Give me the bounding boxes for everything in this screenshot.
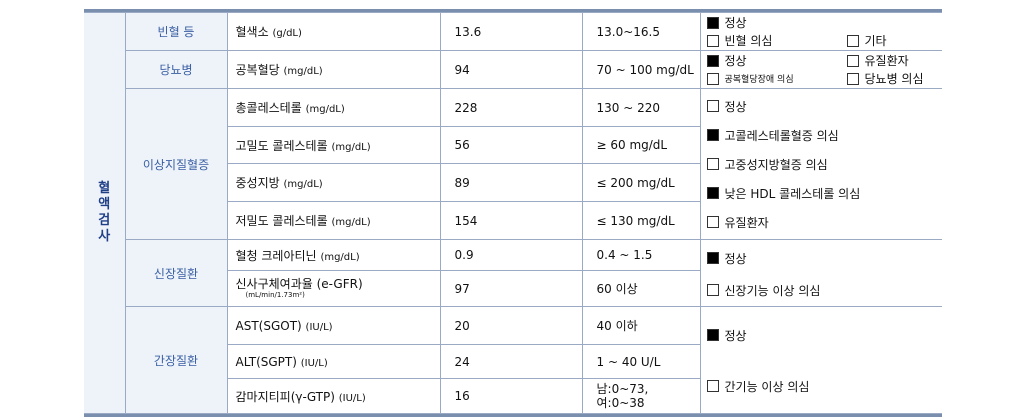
option-anemia-normal[interactable]: 정상 <box>706 14 943 32</box>
result-dyslipidemia: 정상 고콜레스테롤혈증 의심 고중성지방혈증 의심 낮은 HDL 콜레스테롤 의… <box>699 88 943 241</box>
value-hdl: 56 <box>439 126 583 165</box>
range-egfr: 60 이상 <box>581 269 701 308</box>
checkbox-icon[interactable] <box>706 380 719 393</box>
result-liver: 정상 간기능 이상 의심 <box>699 306 943 414</box>
checkbox-icon[interactable] <box>706 54 719 67</box>
checkbox-icon[interactable] <box>706 16 719 29</box>
option-hypercholesterolemia[interactable]: 고콜레스테롤혈증 의심 <box>706 121 943 150</box>
range-hdl: ≥ 60 mg/dL <box>581 126 701 165</box>
row-creatinine: 신장질환 혈청 크레아티닌 (mg/dL) 0.9 0.4 ~ 1.5 정상 신… <box>84 239 942 308</box>
result-kidney: 정상 신장기능 이상 의심 <box>699 239 943 308</box>
item-creatinine: 혈청 크레아티닌 (mg/dL) <box>226 239 441 271</box>
row-total-cholesterol: 이상지질혈증 총콜레스테롤 (mg/dL) 228 130 ~ 220 정상 고… <box>84 88 942 241</box>
checkbox-icon[interactable] <box>706 34 719 47</box>
row-triglyceride: 중성지방 (mg/dL) 89 ≤ 200 mg/dL <box>84 163 942 203</box>
range-fasting-glucose: 70 ~ 100 mg/dL <box>581 50 701 90</box>
item-total-cholesterol: 총콜레스테롤 (mg/dL) <box>226 88 441 128</box>
range-ldl: ≤ 130 mg/dL <box>581 201 701 241</box>
result-anemia: 정상 빈혈 의심 기타 <box>699 11 943 52</box>
checkbox-icon[interactable] <box>706 72 719 85</box>
option-kidney-normal[interactable]: 정상 <box>706 241 943 275</box>
result-diabetes: 정상 유질환자 공복혈당장애 의심 당뇨병 의심 <box>699 50 943 90</box>
range-ggt: 남:0~73, 여:0~38 <box>581 378 701 414</box>
option-kidney-abnormal[interactable]: 신장기능 이상 의심 <box>706 275 943 305</box>
value-ast: 20 <box>439 306 583 346</box>
option-anemia-other[interactable]: 기타 <box>846 32 943 50</box>
value-alt: 24 <box>439 344 583 380</box>
checkbox-icon[interactable] <box>706 129 719 142</box>
row-alt: ALT(SGPT) (IU/L) 24 1 ~ 40 U/L <box>84 344 942 380</box>
option-dyslipidemia-patient[interactable]: 유질환자 <box>706 208 943 237</box>
option-hypertriglyceridemia[interactable]: 고중성지방혈증 의심 <box>706 150 943 179</box>
range-total-cholesterol: 130 ~ 220 <box>581 88 701 128</box>
value-total-cholesterol: 228 <box>439 88 583 128</box>
item-ast: AST(SGOT) (IU/L) <box>226 306 441 346</box>
value-fasting-glucose: 94 <box>439 50 583 90</box>
option-liver-abnormal[interactable]: 간기능 이상 의심 <box>706 361 943 411</box>
item-hdl: 고밀도 콜레스테롤 (mg/dL) <box>226 126 441 165</box>
category-kidney: 신장질환 <box>124 239 228 308</box>
option-impaired-fasting-glucose[interactable]: 공복혈당장애 의심 <box>706 70 847 88</box>
row-egfr: 신사구체여과율 (e-GFR) (mL/min/1.73m²) 97 60 이상 <box>84 269 942 308</box>
option-anemia-suspected[interactable]: 빈혈 의심 <box>706 32 847 50</box>
category-liver: 간장질환 <box>124 306 228 414</box>
item-ggt: 감마지티피(γ-GTP) (IU/L) <box>226 378 441 414</box>
checkbox-icon[interactable] <box>706 216 719 229</box>
category-anemia: 빈혈 등 <box>124 11 228 52</box>
checkbox-icon[interactable] <box>846 54 859 67</box>
item-ldl: 저밀도 콜레스테롤 (mg/dL) <box>226 201 441 241</box>
item-triglyceride: 중성지방 (mg/dL) <box>226 163 441 203</box>
checkbox-icon[interactable] <box>706 158 719 171</box>
range-hemoglobin: 13.0~16.5 <box>581 11 701 52</box>
value-ggt: 16 <box>439 378 583 414</box>
option-low-hdl[interactable]: 낮은 HDL 콜레스테롤 의심 <box>706 179 943 208</box>
option-diabetes-patient[interactable]: 유질환자 <box>846 52 943 70</box>
option-liver-normal[interactable]: 정상 <box>706 309 943 361</box>
item-fasting-glucose: 공복혈당 (mg/dL) <box>226 50 441 90</box>
row-diabetes: 당뇨병 공복혈당 (mg/dL) 94 70 ~ 100 mg/dL 정상 유질… <box>84 50 943 90</box>
option-diabetes-normal[interactable]: 정상 <box>706 52 847 70</box>
range-alt: 1 ~ 40 U/L <box>581 344 701 380</box>
item-hemoglobin: 혈색소 (g/dL) <box>226 11 441 52</box>
item-egfr: 신사구체여과율 (e-GFR) (mL/min/1.73m²) <box>226 269 441 308</box>
range-creatinine: 0.4 ~ 1.5 <box>581 239 701 271</box>
value-ldl: 154 <box>439 201 583 241</box>
value-hemoglobin: 13.6 <box>439 11 583 52</box>
checkbox-icon[interactable] <box>706 329 719 342</box>
checkbox-icon[interactable] <box>706 187 719 200</box>
checkbox-icon[interactable] <box>846 72 859 85</box>
value-egfr: 97 <box>439 269 583 308</box>
checkbox-icon[interactable] <box>706 284 719 297</box>
option-diabetes-suspected[interactable]: 당뇨병 의심 <box>846 70 943 88</box>
option-dyslipidemia-normal[interactable]: 정상 <box>706 92 943 121</box>
category-dyslipidemia: 이상지질혈증 <box>124 88 228 241</box>
row-hdl: 고밀도 콜레스테롤 (mg/dL) 56 ≥ 60 mg/dL <box>84 126 942 165</box>
checkbox-icon[interactable] <box>846 34 859 47</box>
row-ldl: 저밀도 콜레스테롤 (mg/dL) 154 ≤ 130 mg/dL <box>84 201 942 241</box>
value-creatinine: 0.9 <box>439 239 583 271</box>
row-ggt: 감마지티피(γ-GTP) (IU/L) 16 남:0~73, 여:0~38 <box>84 378 942 414</box>
category-diabetes: 당뇨병 <box>124 50 228 90</box>
range-triglyceride: ≤ 200 mg/dL <box>581 163 701 203</box>
item-alt: ALT(SGPT) (IU/L) <box>226 344 441 380</box>
checkbox-icon[interactable] <box>706 252 719 265</box>
range-ast: 40 이하 <box>581 306 701 346</box>
value-triglyceride: 89 <box>439 163 583 203</box>
checkbox-icon[interactable] <box>706 100 719 113</box>
row-ast: 간장질환 AST(SGOT) (IU/L) 20 40 이하 정상 간기능 이상… <box>84 306 942 414</box>
